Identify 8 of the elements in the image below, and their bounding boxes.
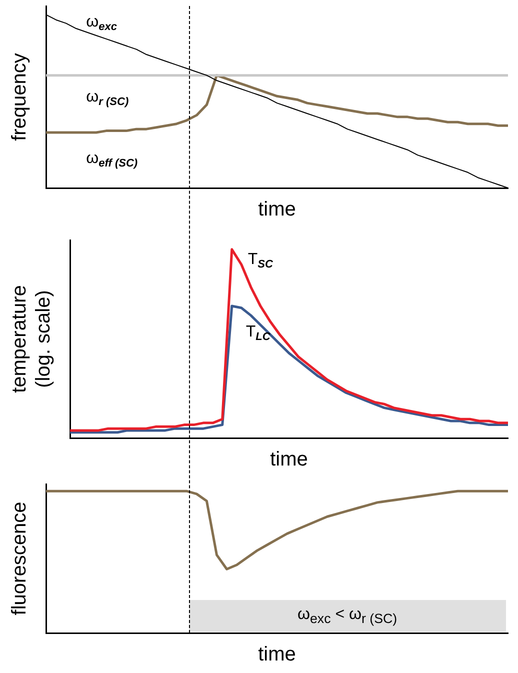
x-axis-title: time — [258, 644, 296, 666]
shaded-region: ω$_{exc}$ < ω$_{r (SC)}$ — [188, 600, 506, 632]
x-axis-title: time — [270, 448, 308, 471]
x-axis-title: time — [258, 198, 296, 221]
y-axis-title: temperature (log. scale) — [8, 285, 55, 393]
annotation: ω$_{exc}$ < ω$_{r (SC)}$ — [298, 606, 398, 626]
y-axis-title: frequency — [8, 53, 31, 141]
y-axis-title: fluorescence — [8, 502, 31, 616]
